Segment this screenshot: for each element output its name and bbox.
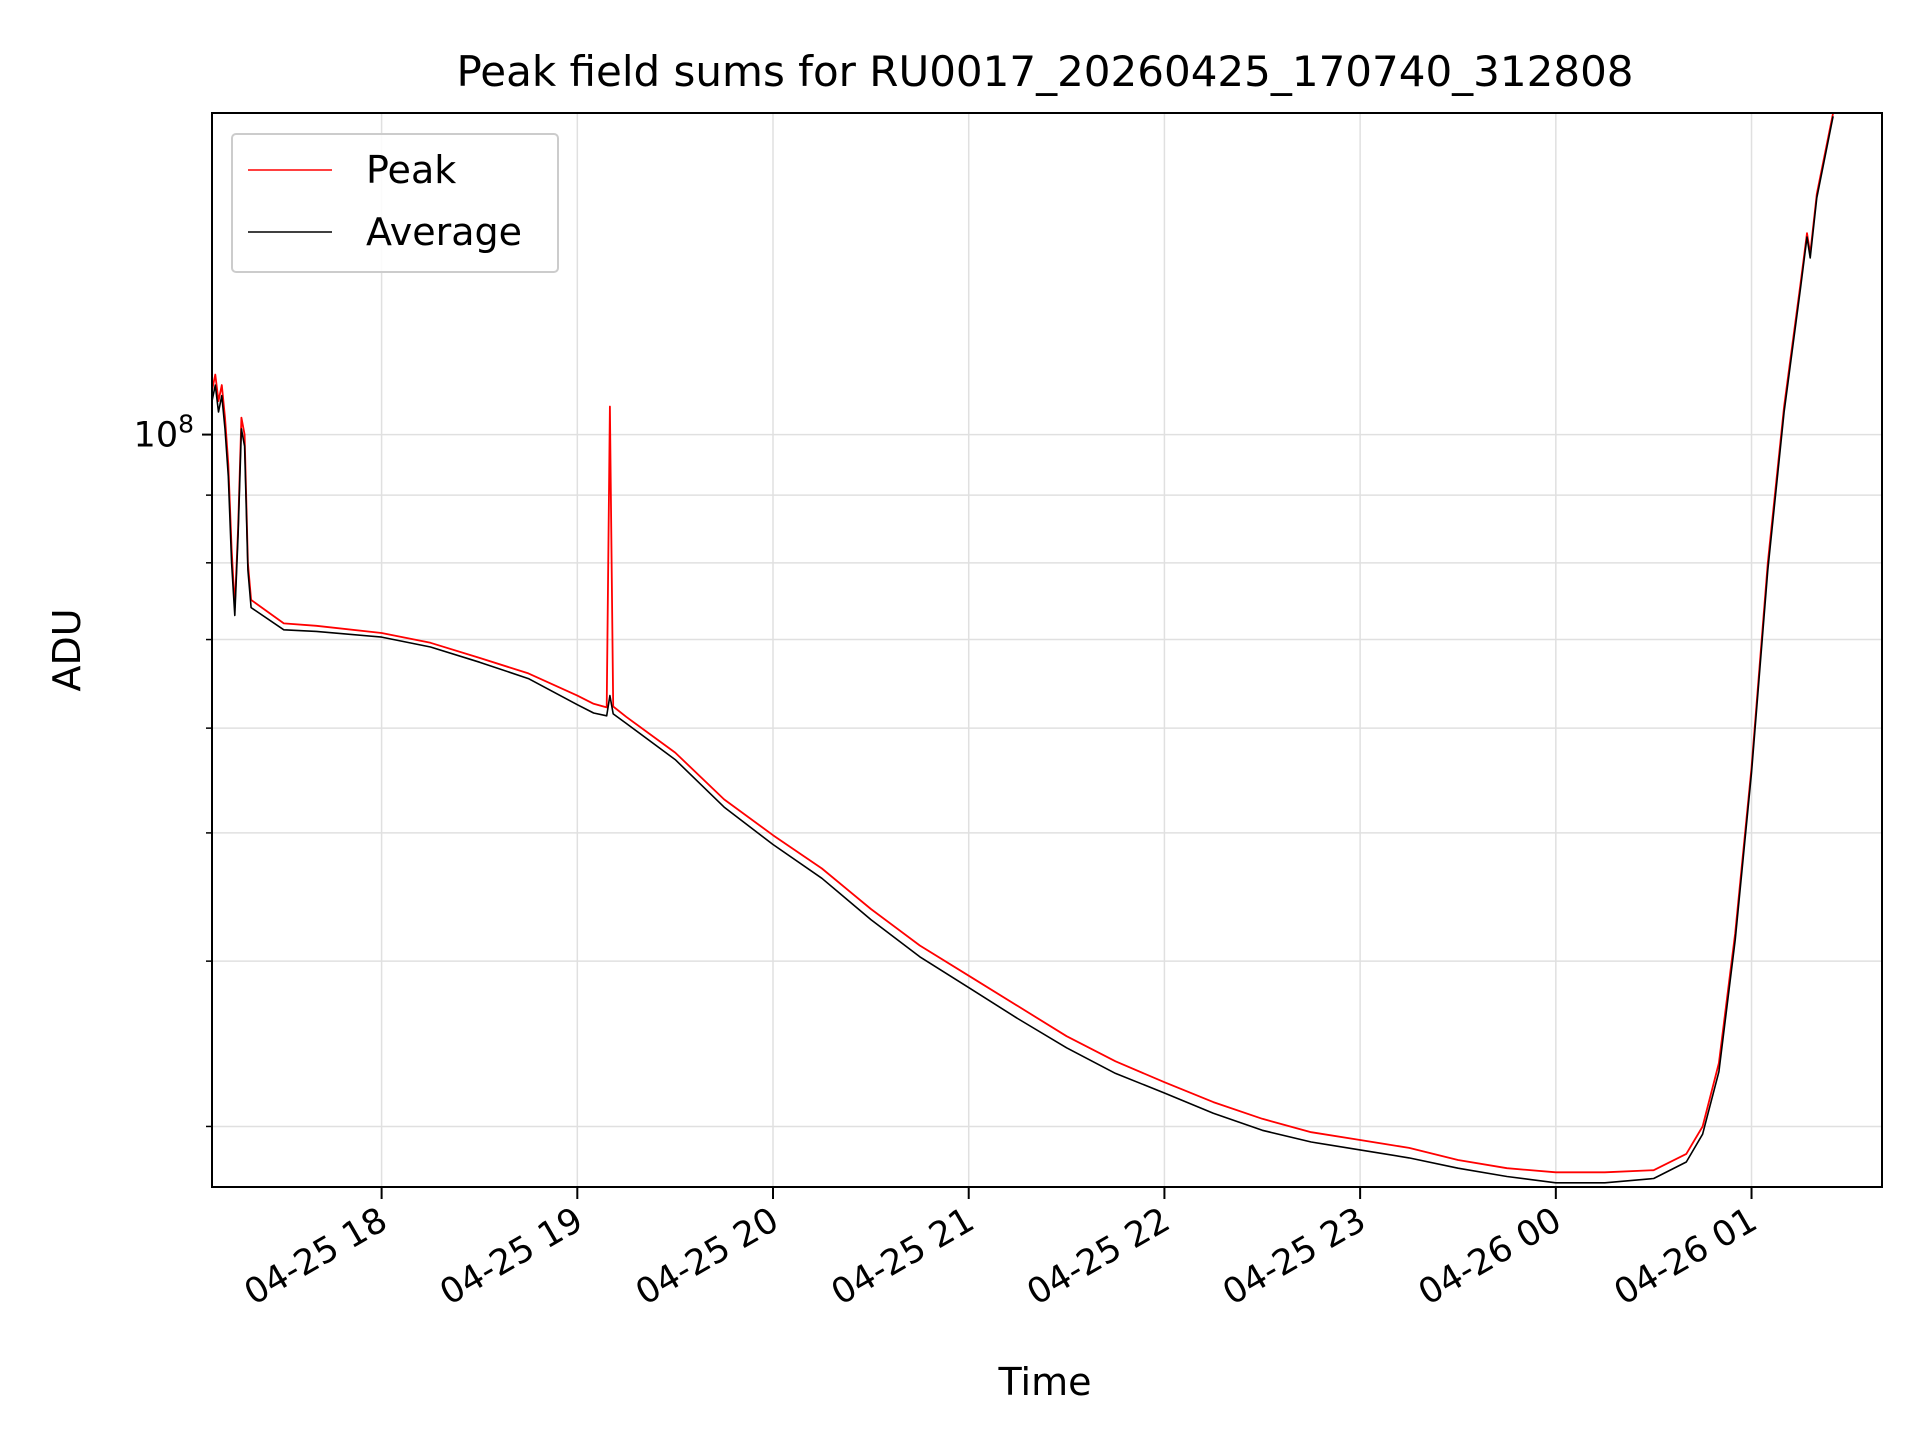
x-tick-label: 04-25 18 <box>238 1200 394 1313</box>
x-tick-label: 04-25 21 <box>825 1200 981 1313</box>
x-tick-label: 04-25 19 <box>434 1200 590 1313</box>
legend-average-label: Average <box>366 210 522 254</box>
x-tick-label: 04-26 00 <box>1412 1200 1568 1313</box>
series-line-average <box>212 116 1834 1184</box>
legend: Peak Average <box>231 133 559 273</box>
grid <box>212 113 1882 1187</box>
x-tick-label: 04-26 01 <box>1608 1200 1764 1313</box>
legend-peak-label: Peak <box>366 148 456 192</box>
x-tick-label: 04-25 20 <box>629 1200 785 1313</box>
x-axis-label: Time <box>998 1360 1092 1404</box>
plot-frame <box>211 112 1883 1188</box>
chart-title: Peak field sums for RU0017_20260425_1707… <box>456 47 1633 96</box>
y-tick-label: 108 <box>134 410 194 456</box>
x-axis: 04-25 18 04-25 19 04-25 20 04-25 21 04-25 22… <box>238 1187 1764 1313</box>
series-line-peak <box>212 113 1834 1174</box>
x-tick-label: 04-25 22 <box>1021 1200 1177 1313</box>
series-lines <box>212 113 1834 1184</box>
legend-box <box>231 133 559 273</box>
x-tick-label: 04-25 23 <box>1216 1200 1372 1313</box>
y-axis: 108 <box>134 410 212 1128</box>
y-axis-label: ADU <box>45 608 89 691</box>
